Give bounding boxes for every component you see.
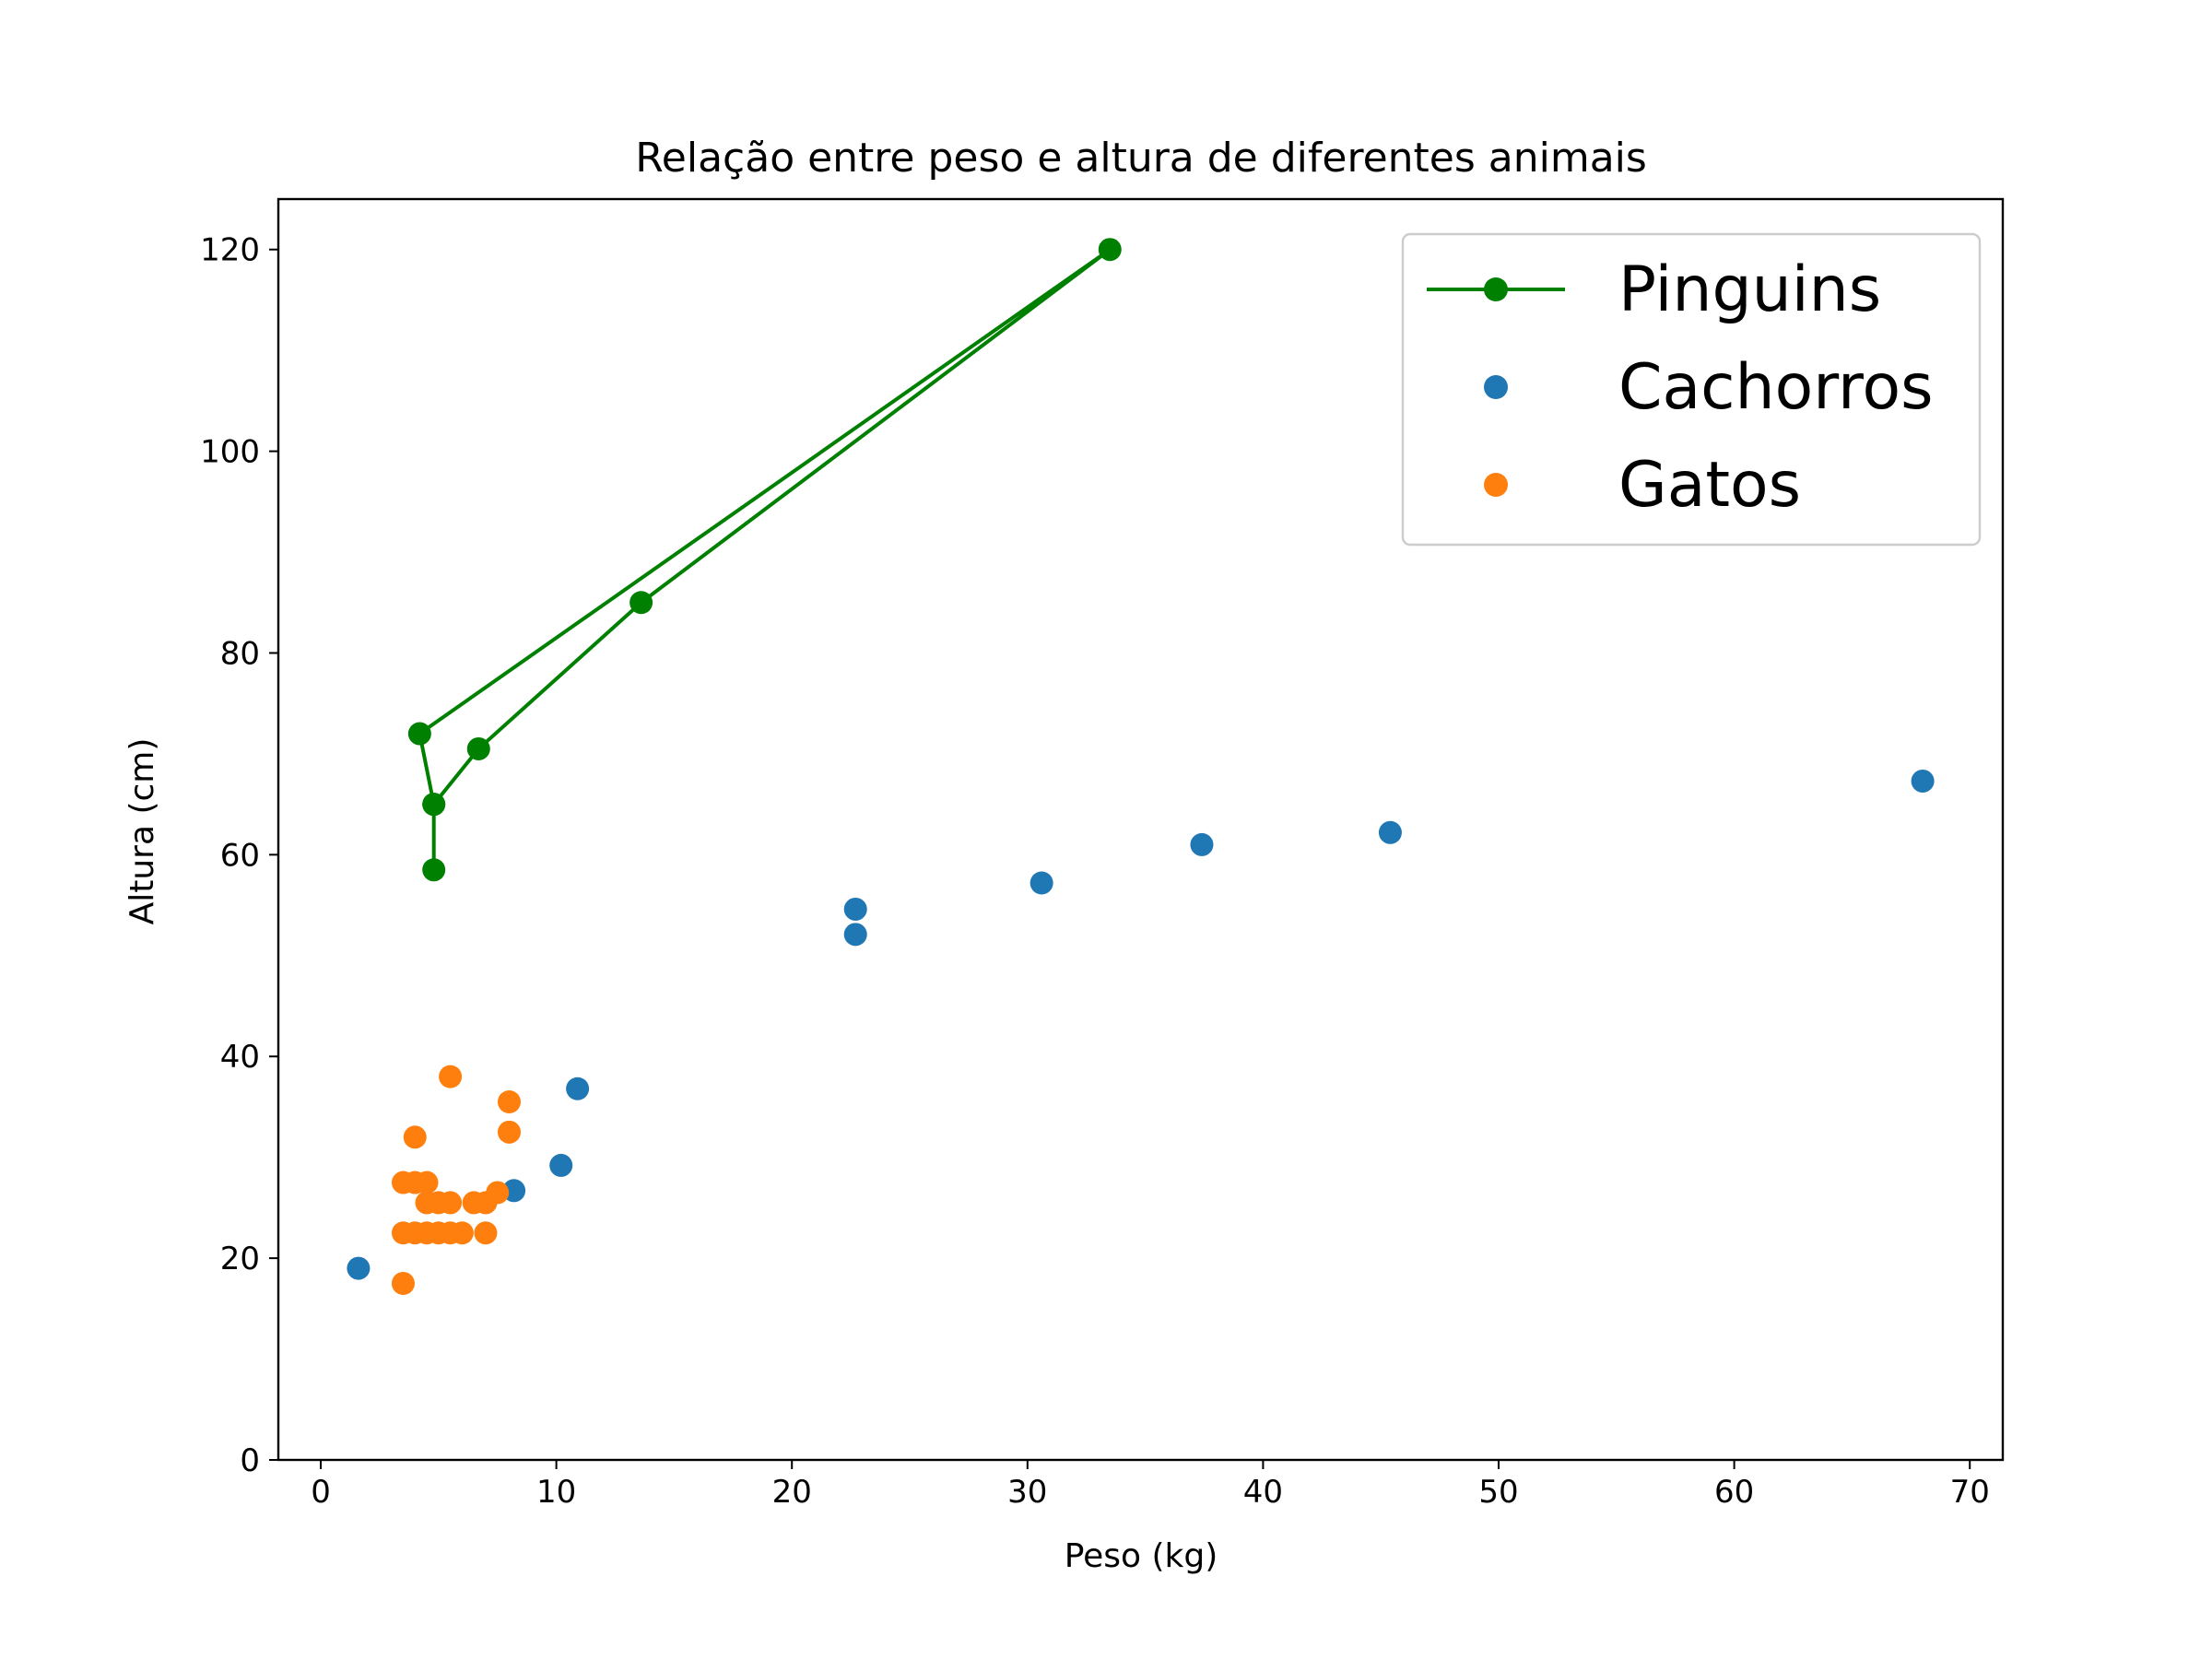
data-point: [486, 1181, 510, 1205]
series-cachorros: [347, 769, 1935, 1280]
y-tick-label: 60: [220, 837, 260, 874]
data-point: [1190, 832, 1214, 856]
data-point: [566, 1077, 590, 1100]
legend-item-cachorros: Cachorros: [1484, 351, 1934, 424]
series-gatos: [391, 1065, 521, 1295]
x-tick-label: 60: [1714, 1474, 1754, 1511]
legend-item-gatos: Gatos: [1484, 449, 1801, 522]
legend-label: Gatos: [1618, 449, 1801, 522]
legend: Pinguins Cachorros Gatos: [1401, 232, 1982, 547]
y-tick-label: 0: [240, 1442, 260, 1479]
data-point: [474, 1221, 498, 1245]
data-point: [422, 858, 446, 882]
data-point: [629, 591, 653, 615]
data-point: [466, 736, 490, 760]
y-tick-label: 80: [220, 635, 260, 672]
data-point: [1098, 238, 1122, 262]
x-tick-label: 20: [772, 1474, 812, 1511]
data-point: [549, 1153, 573, 1177]
data-point: [391, 1271, 415, 1295]
data-point: [439, 1065, 463, 1088]
y-axis-label: Altura (cm): [124, 738, 161, 925]
data-point: [403, 1125, 427, 1149]
x-tick-label: 0: [311, 1474, 331, 1511]
data-point: [407, 722, 431, 746]
data-point: [1378, 820, 1402, 844]
legend-marker: [1484, 375, 1508, 399]
data-point: [843, 923, 867, 947]
data-point: [1911, 769, 1935, 793]
plot-frame: [276, 197, 2005, 1462]
x-tick-label: 50: [1478, 1474, 1518, 1511]
legend-item-pinguins: Pinguins: [1427, 253, 1881, 326]
data-point: [347, 1256, 371, 1280]
series-line: [418, 248, 1112, 870]
axes-layer: 0 10 20 30 40 50 60 70 0 20 40 60 80 100 120: [200, 197, 2005, 1511]
legend-label: Cachorros: [1618, 351, 1934, 424]
y-tick-label: 20: [220, 1241, 260, 1277]
chart-title: Relação entre peso e altura de diferente…: [635, 135, 1647, 182]
data-point: [450, 1221, 474, 1245]
legend-frame: [1401, 232, 1982, 547]
legend-marker: [1484, 473, 1508, 497]
data-point: [1030, 871, 1053, 895]
x-tick-label: 40: [1243, 1474, 1283, 1511]
series-layer: [347, 238, 1935, 1295]
x-tick-label: 30: [1007, 1474, 1047, 1511]
data-point: [415, 1171, 439, 1194]
data-point: [497, 1089, 521, 1113]
data-point: [422, 793, 446, 817]
legend-label: Pinguins: [1618, 253, 1881, 326]
x-axis-label: Peso (kg): [1065, 1537, 1218, 1575]
series-pinguins: [407, 238, 1122, 882]
y-tick-label: 100: [200, 434, 260, 471]
data-point: [439, 1191, 463, 1215]
y-tick-label: 40: [220, 1039, 260, 1076]
data-point: [843, 897, 867, 921]
data-point: [497, 1120, 521, 1144]
x-tick-label: 70: [1950, 1474, 1990, 1511]
legend-marker: [1484, 277, 1508, 301]
x-tick-label: 10: [536, 1474, 576, 1511]
y-tick-label: 120: [200, 232, 260, 269]
